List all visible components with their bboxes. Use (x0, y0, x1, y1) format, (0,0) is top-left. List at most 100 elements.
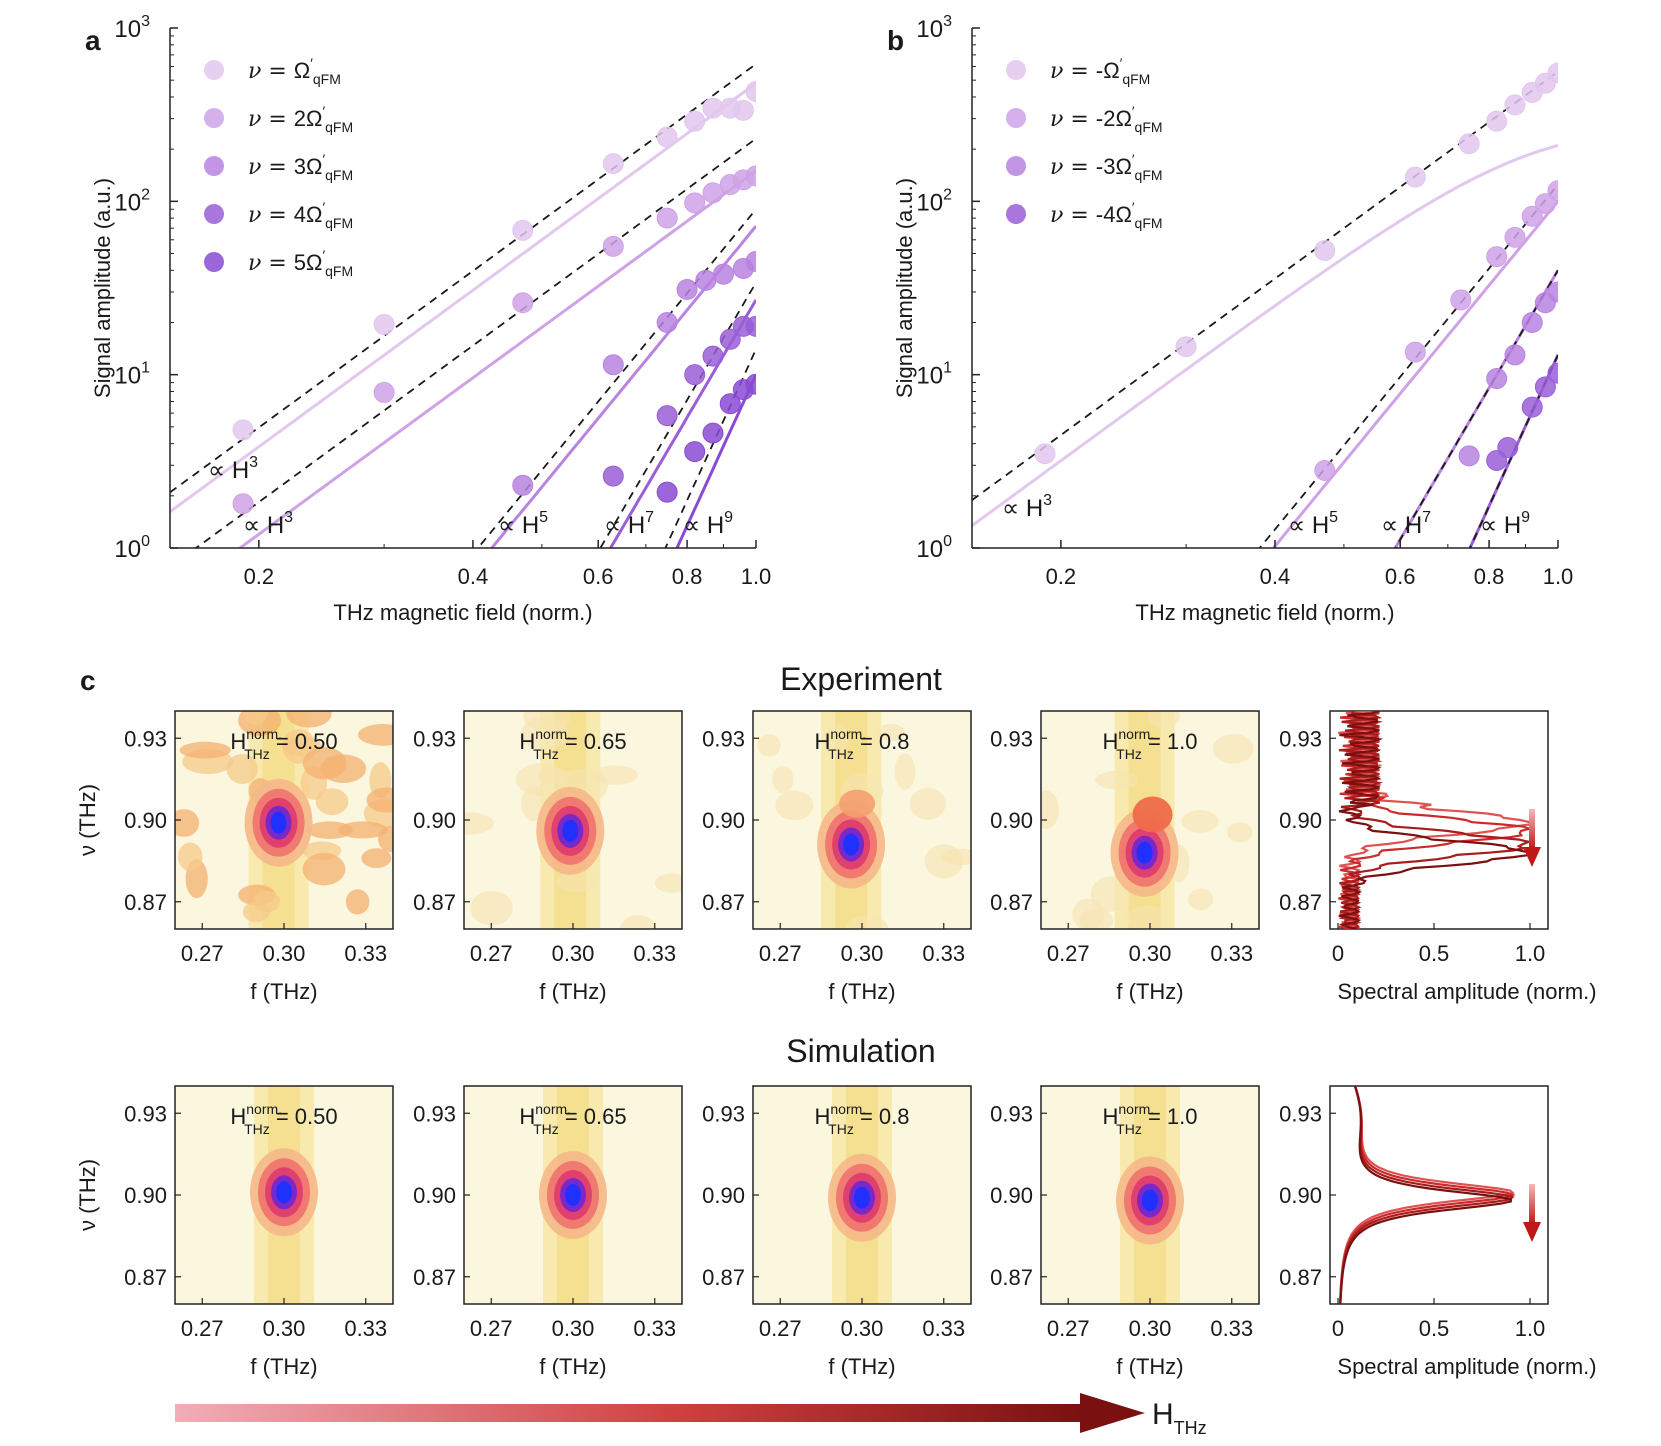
noise-blob (1041, 790, 1059, 829)
x-axis-label: Spectral amplitude (norm.) (1337, 979, 1596, 1004)
noise-blob (345, 889, 370, 915)
power-law-annotation: ∝ H7 (604, 509, 654, 539)
x-tick-label: 0.2 (1046, 564, 1077, 589)
x-tick-label: 1.0 (1515, 1316, 1546, 1341)
legend-marker (1006, 156, 1026, 176)
noise-blob (226, 753, 258, 784)
y-tick-label: 0.87 (413, 1265, 456, 1290)
peak-core (562, 819, 579, 842)
data-point (232, 493, 254, 515)
y-tick-label: 103 (916, 13, 952, 43)
noise-blob (242, 901, 270, 923)
x-tick-label: 0.30 (841, 1316, 884, 1341)
noise-blob (592, 765, 638, 785)
h-field-label: Hnorm. THz = 1.0 (1102, 726, 1197, 762)
y-tick-label: 0.93 (124, 726, 167, 751)
data-point (373, 381, 395, 403)
x-tick-label: 0.8 (1474, 564, 1505, 589)
data-point (684, 441, 706, 463)
x-tick-label: 0.33 (1210, 1316, 1253, 1341)
plot-area (170, 63, 756, 548)
y-tick-label: 0.90 (702, 1183, 745, 1208)
data-point (656, 126, 678, 148)
x-tick-label: 0.33 (1210, 941, 1253, 966)
data-point (702, 345, 724, 367)
peak-core (1142, 1189, 1158, 1212)
down-arrow-shaft (1529, 1184, 1535, 1224)
y-tick-label: 0.93 (413, 1101, 456, 1126)
legend-label: ν = -3Ω′qFM (1050, 151, 1163, 183)
data-point (745, 81, 756, 103)
x-tick-label: 0.33 (344, 1316, 387, 1341)
y-tick-label: 0.90 (124, 1183, 167, 1208)
noise-blob (366, 787, 393, 813)
data-point (745, 250, 756, 272)
noise-blob (1212, 733, 1254, 764)
powerlaw-fit-line (599, 282, 756, 548)
y-axis-label: ν (THz) (75, 1159, 100, 1231)
panel-label: c (80, 665, 96, 696)
noise-blob (179, 741, 231, 759)
data-point (1486, 246, 1508, 268)
y-tick-label: 0.90 (1279, 808, 1322, 833)
peak-core (854, 1186, 870, 1209)
y-tick-label: 101 (114, 360, 150, 390)
y-tick-label: 0.90 (124, 808, 167, 833)
noise-blob (302, 852, 346, 886)
peak-core (1136, 841, 1153, 864)
peak-core (843, 833, 860, 856)
legend-label: ν = 2Ω′qFM (248, 103, 353, 135)
x-tick-label: 0.33 (922, 941, 965, 966)
data-point (684, 192, 706, 214)
heatmap (753, 711, 971, 929)
data-point (1458, 133, 1480, 155)
y-tick-label: 0.87 (1279, 890, 1322, 915)
y-tick-label: 0.87 (702, 890, 745, 915)
x-tick-label: 0.4 (458, 564, 489, 589)
data-point (232, 419, 254, 441)
heatmap (464, 711, 682, 929)
data-point (512, 292, 534, 314)
legend-label: ν = 5Ω′qFM (248, 247, 353, 279)
power-law-annotation: ∝ H5 (1288, 509, 1338, 539)
data-point (1504, 94, 1526, 116)
x-axis-label: f (THz) (250, 1354, 317, 1379)
data-point (745, 315, 756, 337)
y-tick-label: 0.90 (413, 1183, 456, 1208)
x-tick-label: 0 (1332, 1316, 1344, 1341)
h-field-label: Hnorm. THz = 1.0 (1102, 1101, 1197, 1137)
noise-blob (361, 848, 392, 869)
y-tick-label: 101 (916, 360, 952, 390)
x-tick-label: 0.27 (1047, 941, 1090, 966)
y-tick-label: 100 (114, 533, 150, 563)
power-law-annotation: ∝ H7 (1381, 509, 1431, 539)
down-arrow-head (1523, 847, 1541, 867)
data-point (373, 313, 395, 335)
data-point (719, 393, 741, 415)
y-axis-label: Signal amplitude (a.u.) (892, 178, 917, 398)
x-tick-label: 1.0 (741, 564, 772, 589)
noise-blob (1095, 770, 1139, 790)
x-tick-label: 0.4 (1260, 564, 1291, 589)
x-tick-label: 0.33 (633, 941, 676, 966)
x-tick-label: 0.30 (263, 941, 306, 966)
data-point (1404, 166, 1426, 188)
data-point (1497, 437, 1519, 459)
legend-label: ν = -4Ω′qFM (1050, 199, 1163, 231)
secondary-peak (1132, 796, 1173, 833)
x-tick-label: 0.30 (552, 1316, 595, 1341)
y-tick-label: 0.87 (990, 890, 1033, 915)
x-tick-label: 0.27 (470, 1316, 513, 1341)
x-tick-label: 0.30 (552, 941, 595, 966)
data-point (1547, 362, 1558, 384)
x-tick-label: 0.27 (181, 1316, 224, 1341)
peak-core (276, 1181, 292, 1204)
data-point (719, 328, 741, 350)
data-point (702, 182, 724, 204)
data-point (684, 110, 706, 132)
data-point (1486, 368, 1508, 390)
noise-blob (177, 842, 203, 872)
legend-label: ν = 4Ω′qFM (248, 199, 353, 231)
data-point (1034, 443, 1056, 465)
